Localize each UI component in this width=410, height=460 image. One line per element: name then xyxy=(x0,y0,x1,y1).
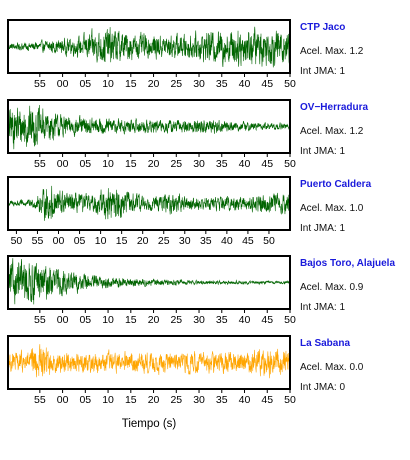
waveform-1 xyxy=(7,104,291,150)
jma-intensity-1: Int JMA: 1 xyxy=(300,146,345,157)
accel-max-2: Acel. Max. 1.0 xyxy=(300,203,364,214)
x-tick-label-2-0: 50 xyxy=(11,235,23,247)
station-name-3: Bajos Toro, Alajuela xyxy=(300,258,395,269)
x-tick-label-1-9: 40 xyxy=(239,158,251,170)
jma-intensity-3: Int JMA: 1 xyxy=(300,302,345,313)
x-tick-label-0-11: 50 xyxy=(284,78,296,90)
x-tick-label-3-4: 15 xyxy=(125,314,137,326)
x-tick-label-2-10: 40 xyxy=(221,235,233,247)
x-tick-label-2-8: 30 xyxy=(179,235,191,247)
accel-max-0: Acel. Max. 1.2 xyxy=(300,46,364,57)
x-tick-label-4-0: 55 xyxy=(34,394,46,406)
panel-frame-3 xyxy=(7,255,291,310)
x-tick-label-0-4: 15 xyxy=(125,78,137,90)
x-tick-label-2-7: 25 xyxy=(158,235,170,247)
x-tick-label-2-9: 35 xyxy=(200,235,212,247)
station-name-2: Puerto Caldera xyxy=(300,179,372,190)
x-tick-label-2-3: 05 xyxy=(74,235,86,247)
x-tick-label-4-8: 35 xyxy=(216,394,228,406)
x-tick-label-0-7: 30 xyxy=(193,78,205,90)
x-tick-label-1-4: 15 xyxy=(125,158,137,170)
x-tick-label-1-6: 25 xyxy=(170,158,182,170)
x-tick-label-1-8: 35 xyxy=(216,158,228,170)
x-tick-label-3-5: 20 xyxy=(148,314,160,326)
jma-intensity-0: Int JMA: 1 xyxy=(300,66,345,77)
waveform-2 xyxy=(7,185,291,221)
x-tick-label-1-2: 05 xyxy=(79,158,91,170)
x-tick-label-3-10: 45 xyxy=(261,314,273,326)
x-tick-label-0-9: 40 xyxy=(239,78,251,90)
x-tick-label-3-11: 50 xyxy=(284,314,296,326)
station-name-1: OV−Herradura xyxy=(300,102,369,113)
x-tick-label-0-1: 00 xyxy=(57,78,69,90)
x-tick-label-2-12: 50 xyxy=(263,235,275,247)
x-tick-label-1-11: 50 xyxy=(284,158,296,170)
x-tick-label-2-5: 15 xyxy=(116,235,128,247)
accel-max-3: Acel. Max. 0.9 xyxy=(300,282,364,293)
x-tick-label-1-10: 45 xyxy=(261,158,273,170)
x-tick-label-0-6: 25 xyxy=(170,78,182,90)
x-tick-label-4-4: 15 xyxy=(125,394,137,406)
x-tick-label-4-1: 00 xyxy=(57,394,69,406)
x-tick-label-3-3: 10 xyxy=(102,314,114,326)
x-tick-label-1-5: 20 xyxy=(148,158,160,170)
x-tick-label-4-2: 05 xyxy=(79,394,91,406)
x-tick-label-3-2: 05 xyxy=(79,314,91,326)
panel-frame-2 xyxy=(7,176,291,231)
x-tick-label-3-6: 25 xyxy=(170,314,182,326)
waveform-4 xyxy=(7,344,291,379)
x-axis-title: Tiempo (s) xyxy=(122,418,177,430)
x-tick-label-4-10: 45 xyxy=(261,394,273,406)
panel-frame-1 xyxy=(7,99,291,154)
x-tick-label-0-10: 45 xyxy=(261,78,273,90)
waveform-0 xyxy=(7,26,291,68)
x-tick-label-1-1: 00 xyxy=(57,158,69,170)
x-tick-label-3-0: 55 xyxy=(34,314,46,326)
station-name-4: La Sabana xyxy=(300,338,350,349)
x-tick-label-1-3: 10 xyxy=(102,158,114,170)
x-tick-label-4-3: 10 xyxy=(102,394,114,406)
x-tick-label-4-11: 50 xyxy=(284,394,296,406)
x-tick-label-2-4: 10 xyxy=(95,235,107,247)
waveform-3 xyxy=(7,258,291,305)
accel-max-1: Acel. Max. 1.2 xyxy=(300,126,364,137)
x-tick-label-0-8: 35 xyxy=(216,78,228,90)
x-tick-label-2-1: 55 xyxy=(32,235,44,247)
x-tick-label-2-6: 20 xyxy=(137,235,149,247)
panel-frame-0 xyxy=(7,19,291,74)
x-tick-label-4-9: 40 xyxy=(239,394,251,406)
x-tick-label-3-7: 30 xyxy=(193,314,205,326)
x-tick-label-2-11: 45 xyxy=(242,235,254,247)
x-tick-label-4-6: 25 xyxy=(170,394,182,406)
x-tick-label-1-7: 30 xyxy=(193,158,205,170)
x-tick-label-0-3: 10 xyxy=(102,78,114,90)
x-tick-label-2-2: 00 xyxy=(53,235,65,247)
accel-max-4: Acel. Max. 0.0 xyxy=(300,362,364,373)
x-tick-label-1-0: 55 xyxy=(34,158,46,170)
x-tick-label-3-8: 35 xyxy=(216,314,228,326)
x-tick-label-4-7: 30 xyxy=(193,394,205,406)
x-tick-label-3-9: 40 xyxy=(239,314,251,326)
x-tick-label-0-0: 55 xyxy=(34,78,46,90)
x-tick-label-4-5: 20 xyxy=(148,394,160,406)
x-tick-label-3-1: 00 xyxy=(57,314,69,326)
x-tick-label-0-5: 20 xyxy=(148,78,160,90)
jma-intensity-4: Int JMA: 0 xyxy=(300,382,345,393)
station-name-0: CTP Jaco xyxy=(300,22,345,33)
x-tick-label-0-2: 05 xyxy=(79,78,91,90)
jma-intensity-2: Int JMA: 1 xyxy=(300,223,345,234)
panel-frame-4 xyxy=(7,335,291,390)
